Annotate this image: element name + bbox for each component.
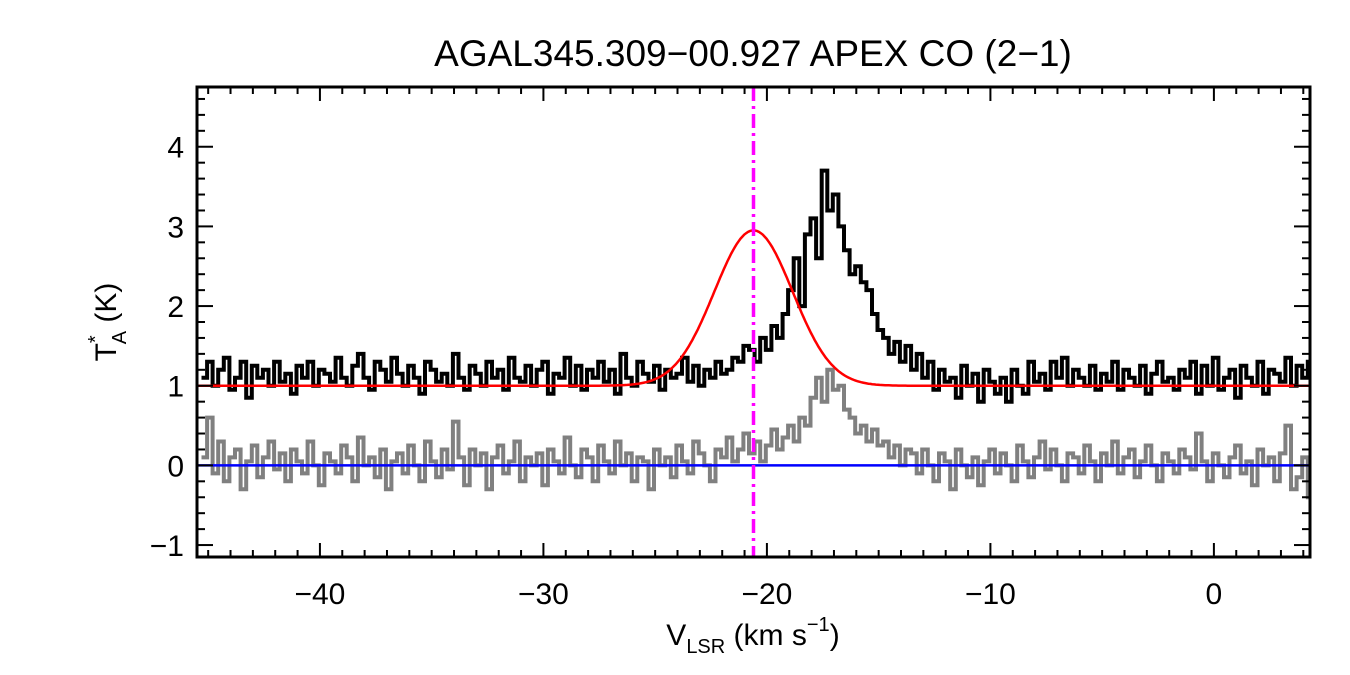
y-tick-label: 1 — [167, 371, 184, 404]
plot-area — [197, 87, 1310, 557]
y-axis-label: T* A (K) — [85, 283, 131, 362]
y-axis-label-main: T — [90, 343, 123, 361]
x-axis-label-main: V — [666, 619, 686, 652]
x-tick-label: −30 — [518, 578, 569, 611]
observed-spectrum-line — [201, 168, 1310, 404]
chart-title: AGAL345.309−00.927 APEX CO (2−1) — [434, 33, 1072, 74]
residual-spectrum-line — [201, 367, 1310, 500]
x-tick-label: −10 — [965, 578, 1016, 611]
y-axis-label-sub: A — [109, 330, 131, 344]
x-axis-label: VLSR (km s−1) — [666, 614, 839, 658]
y-axis-label-tail: (K) — [90, 283, 123, 331]
x-axis-label-end: ) — [830, 619, 840, 652]
x-tick-label: 0 — [1206, 578, 1223, 611]
x-tick-label: −40 — [294, 578, 345, 611]
x-axis-label-sup: −1 — [807, 614, 830, 636]
y-axis-label-sup: * — [85, 335, 107, 343]
y-tick-label: 4 — [167, 132, 184, 165]
x-axis-label-tail: (km s — [725, 619, 807, 652]
y-tick-label: −1 — [150, 530, 184, 563]
y-tick-label: 0 — [167, 450, 184, 483]
y-tick-label: 2 — [167, 291, 184, 324]
y-tick-label: 3 — [167, 211, 184, 244]
x-tick-label: −20 — [741, 578, 792, 611]
x-axis-label-sub: LSR — [686, 636, 725, 658]
